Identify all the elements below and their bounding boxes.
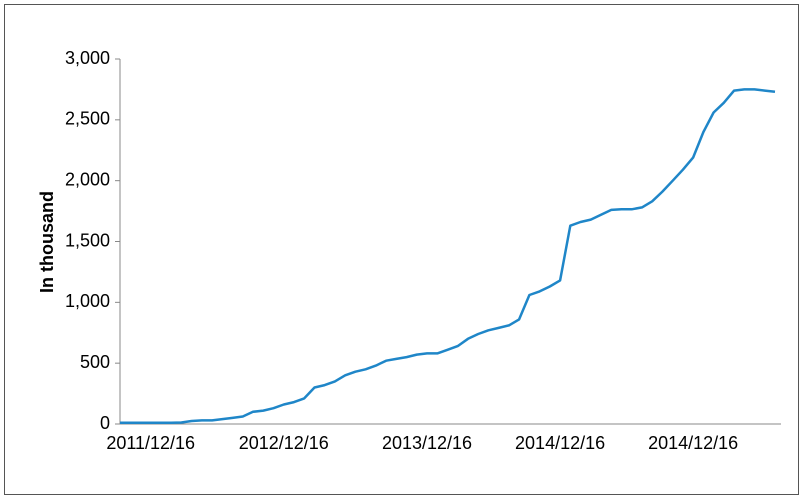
y-tick-label: 500 bbox=[80, 352, 110, 372]
x-tick-label: 2012/12/16 bbox=[239, 433, 329, 453]
y-tick-label: 2,500 bbox=[65, 109, 110, 129]
y-tick-label: 3,000 bbox=[65, 48, 110, 68]
y-tick-label: 1,000 bbox=[65, 291, 110, 311]
x-tick-label: 2013/12/16 bbox=[382, 433, 472, 453]
x-tick-label: 2011/12/16 bbox=[106, 433, 195, 453]
y-tick-label: 0 bbox=[100, 413, 110, 433]
y-tick-label: 2,000 bbox=[65, 169, 110, 189]
y-tick-label: 1,500 bbox=[65, 230, 110, 250]
data-line bbox=[120, 88, 776, 425]
x-tick-label: 2014/12/16 bbox=[515, 433, 605, 453]
frame bbox=[4, 4, 799, 495]
x-tick-label: 2014/12/16 bbox=[648, 433, 738, 453]
y-axis-title: In thousand bbox=[37, 191, 57, 293]
